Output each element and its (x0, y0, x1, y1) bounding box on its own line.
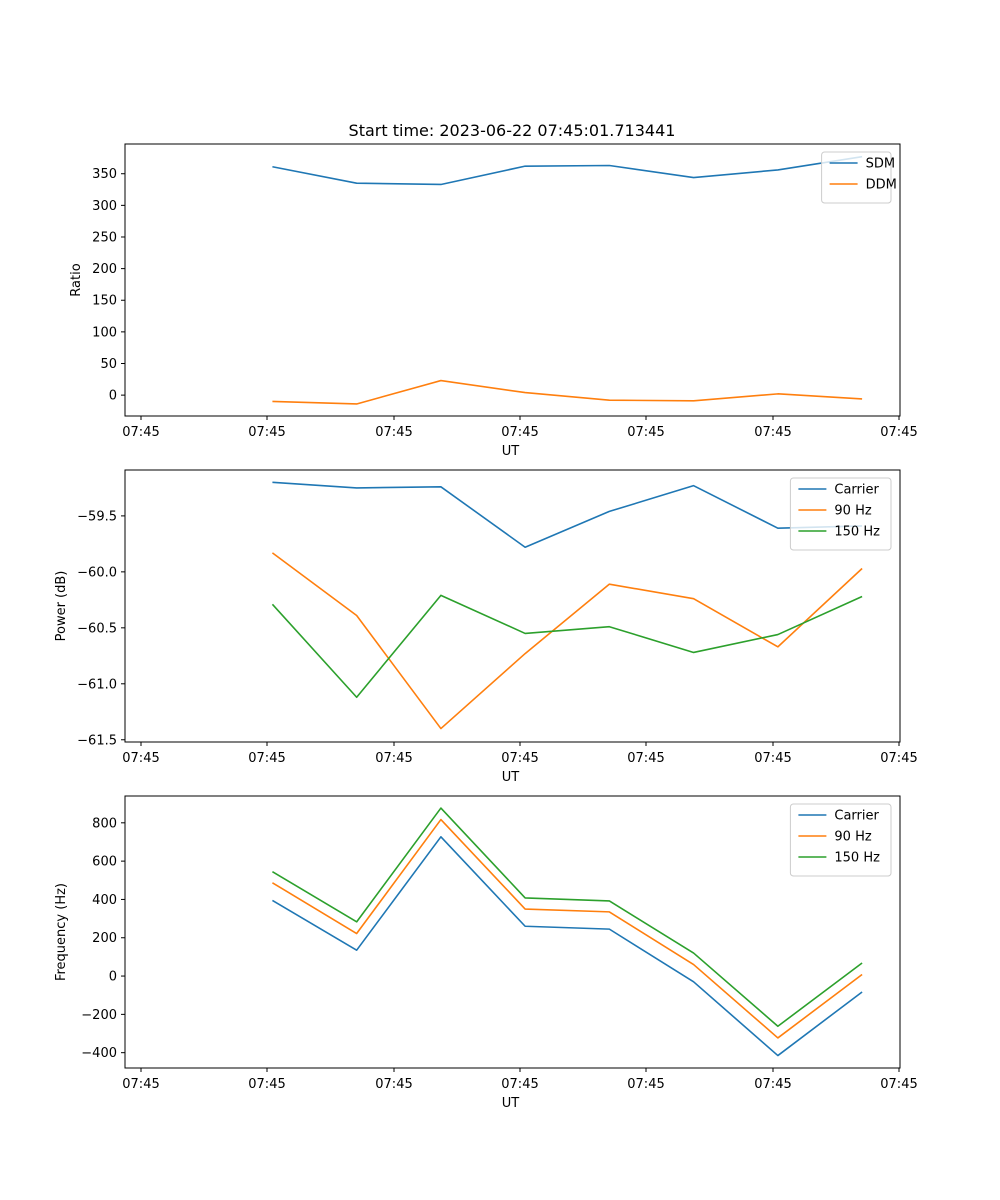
x-tick-label: 07:45 (248, 751, 285, 766)
y-tick-label: 50 (100, 357, 117, 372)
y-tick-label: 300 (92, 199, 117, 214)
x-tick-label: 07:45 (880, 425, 917, 440)
legend-label: 90 Hz (834, 504, 871, 519)
y-axis-label: Power (dB) (54, 571, 69, 642)
y-tick-label: −200 (81, 1008, 117, 1023)
y-tick-label: −59.5 (77, 509, 117, 524)
legend-box (789, 477, 892, 551)
panel-power: −61.5 −61.0 −60.5 −60.0 −59.5 07:45 07:45 07:45… (54, 469, 918, 785)
x-axis-label: UT (502, 444, 520, 459)
x-tick-label: 07:45 (122, 1077, 159, 1092)
x-tick-label: 07:45 (627, 425, 664, 440)
y-tick-label: −60.0 (77, 565, 117, 580)
legend-label: DDM (866, 178, 897, 193)
y-tick-label: 400 (92, 893, 117, 908)
y-axis-label: Frequency (Hz) (54, 883, 69, 981)
x-tick-label: 07:45 (754, 1077, 791, 1092)
legend-box (789, 803, 892, 877)
series-line-150-hz (271, 594, 863, 699)
y-tick-label: −60.5 (77, 621, 117, 636)
legend-box (821, 151, 892, 204)
plot-frame (124, 795, 901, 1069)
x-tick-label: 07:45 (754, 425, 791, 440)
x-tick-label: 07:45 (375, 751, 412, 766)
series-line-90-hz (271, 552, 863, 730)
y-tick-label: −61.0 (77, 677, 117, 692)
y-tick-label: 200 (92, 931, 117, 946)
legend: SDM DDM (821, 151, 897, 204)
series-line-carrier (272, 835, 863, 1057)
y-tick-label: 150 (92, 294, 117, 309)
series-line-90-hz (272, 818, 863, 1039)
x-tick-label: 07:45 (880, 751, 917, 766)
x-tick-label: 07:45 (248, 425, 285, 440)
y-tick-label: −61.5 (77, 733, 117, 748)
x-tick-label: 07:45 (627, 751, 664, 766)
legend: Carrier 90 Hz 150 Hz (789, 803, 892, 877)
x-tick-label: 07:45 (248, 1077, 285, 1092)
legend-label: 90 Hz (834, 830, 871, 845)
plot-frame (124, 469, 901, 743)
x-axis-label: UT (502, 770, 520, 785)
panel-frequency: −400 −200 0 200 400 600 800 07:45 07:45 07:45 07:4… (54, 795, 918, 1111)
legend: Carrier 90 Hz 150 Hz (789, 477, 892, 551)
x-tick-label: 07:45 (501, 751, 538, 766)
y-tick-label: 0 (109, 970, 117, 985)
series-line-ddm (272, 379, 863, 405)
y-tick-label: 800 (92, 816, 117, 831)
x-axis-label: UT (502, 1096, 520, 1111)
x-tick-label: 07:45 (754, 751, 791, 766)
x-tick-label: 07:45 (122, 425, 159, 440)
y-tick-label: 250 (92, 230, 117, 245)
y-axis-label: Ratio (69, 263, 84, 296)
y-tick-label: 600 (92, 855, 117, 870)
legend-label: 150 Hz (834, 851, 880, 866)
legend-label: Carrier (834, 809, 879, 824)
x-tick-label: 07:45 (122, 751, 159, 766)
y-tick-label: 100 (92, 325, 117, 340)
y-tick-label: 350 (92, 167, 117, 182)
plot-frame (124, 143, 901, 417)
y-tick-label: 0 (109, 389, 117, 404)
figure-title: Start time: 2023-06-22 07:45:01.713441 (349, 121, 676, 140)
series-line-sdm (272, 155, 863, 186)
x-tick-label: 07:45 (501, 1077, 538, 1092)
legend-label: 150 Hz (834, 525, 880, 540)
panel-ratio: 0 50 100 150 200 250 300 350 07:45 07:45 07:45 07:4… (69, 143, 918, 459)
y-tick-label: 200 (92, 262, 117, 277)
x-tick-label: 07:45 (375, 1077, 412, 1092)
series-line-carrier (272, 481, 863, 549)
y-tick-label: −400 (81, 1046, 117, 1061)
x-tick-label: 07:45 (627, 1077, 664, 1092)
legend-label: SDM (866, 157, 895, 172)
x-tick-label: 07:45 (501, 425, 538, 440)
x-tick-label: 07:45 (880, 1077, 917, 1092)
x-tick-label: 07:45 (375, 425, 412, 440)
legend-label: Carrier (834, 483, 879, 498)
series-line-150-hz (272, 807, 863, 1028)
